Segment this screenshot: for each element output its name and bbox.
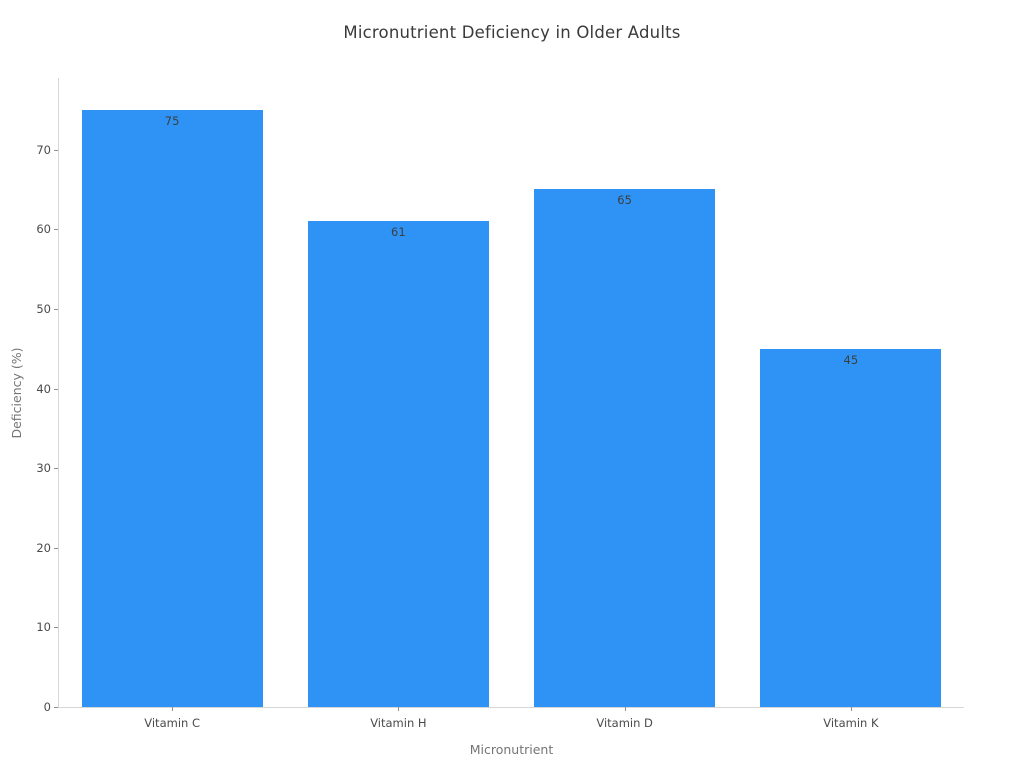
y-tick-mark	[54, 388, 58, 390]
x-tick-mark	[398, 707, 400, 711]
y-tick-label: 30	[36, 461, 51, 476]
bar-value-label: 45	[843, 352, 859, 367]
y-tick-mark	[54, 229, 58, 231]
bar-value-label: 75	[164, 113, 180, 128]
x-tick-label-vitamin-c: Vitamin C	[144, 716, 200, 730]
x-tick-mark	[850, 707, 852, 711]
bar-vitamin-d: 65	[534, 189, 716, 707]
bar-vitamin-h: 61	[307, 221, 489, 707]
chart-title: Micronutrient Deficiency in Older Adults	[343, 23, 681, 42]
y-tick-mark	[54, 627, 58, 629]
x-tick-mark	[624, 707, 626, 711]
bar-vitamin-c: 75	[81, 109, 263, 707]
plot-area: Deficiency (%) Micronutrient 75 Vitamin C…	[9, 78, 964, 757]
y-tick-mark	[54, 149, 58, 151]
x-tick-mark	[172, 707, 174, 711]
y-tick-mark	[54, 547, 58, 549]
bar-value-label: 65	[617, 193, 632, 208]
y-tick-mark	[54, 468, 58, 470]
y-tick-mark	[54, 308, 58, 310]
y-tick-label: 10	[36, 620, 51, 635]
y-tick-label: 40	[36, 381, 51, 396]
y-tick-label: 20	[36, 540, 51, 555]
y-tick-label: 0	[43, 700, 51, 714]
y-tick-label: 70	[36, 142, 51, 157]
bar-vitamin-k: 45	[760, 348, 942, 707]
y-tick-label: 50	[36, 301, 51, 316]
x-axis-title: Micronutrient	[469, 742, 554, 757]
x-tick-label-vitamin-k: Vitamin K	[823, 716, 879, 730]
bar-value-label: 61	[391, 225, 406, 240]
y-tick-mark	[54, 707, 58, 708]
x-tick-label-vitamin-d: Vitamin D	[596, 716, 653, 730]
x-tick-label-vitamin-h: Vitamin H	[370, 716, 427, 730]
y-tick-label: 60	[36, 222, 51, 237]
